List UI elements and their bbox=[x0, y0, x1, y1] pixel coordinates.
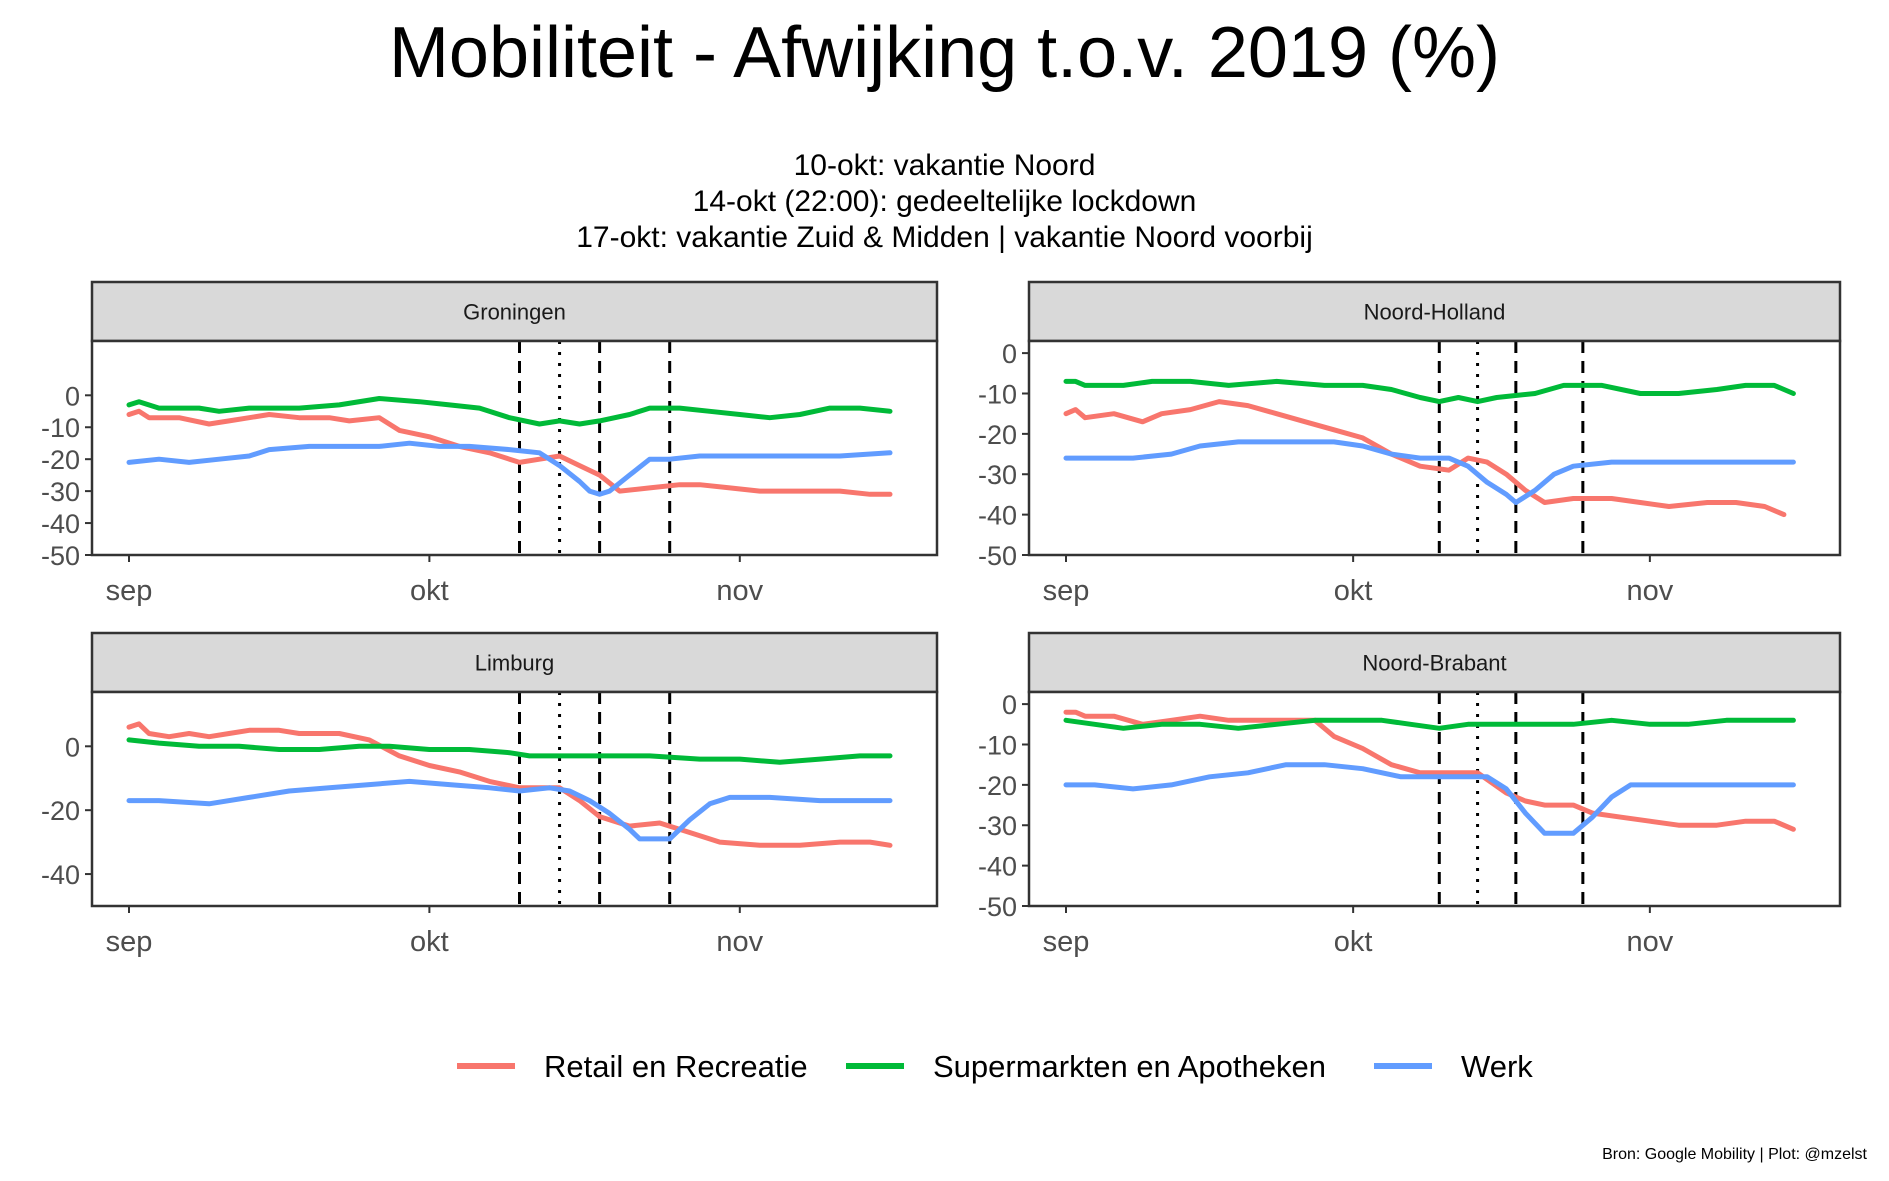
x-tick-label: okt bbox=[410, 926, 449, 958]
facet-label: Limburg bbox=[475, 651, 554, 676]
series-line-retail bbox=[126, 408, 893, 497]
facet-strip bbox=[1027, 631, 1842, 694]
panel-border bbox=[90, 339, 939, 557]
y-tick-label: -40 bbox=[978, 501, 1017, 531]
panel-border bbox=[1027, 690, 1842, 908]
legend-label-retail: Retail en Recreatie bbox=[544, 1049, 808, 1084]
y-tick-label: -30 bbox=[978, 460, 1017, 490]
y-tick-label: -20 bbox=[978, 771, 1017, 801]
series-line-super bbox=[126, 396, 893, 427]
facet-label: Noord-Brabant bbox=[1362, 651, 1506, 676]
y-tick-label: -40 bbox=[978, 852, 1017, 882]
series-line-super bbox=[1063, 717, 1796, 731]
subtitle-line-3: 17-okt: vakantie Zuid & Midden | vakanti… bbox=[576, 221, 1313, 254]
y-tick-label: -30 bbox=[978, 811, 1017, 841]
y-tick-label: -20 bbox=[41, 445, 80, 475]
subtitle-line-2: 14-okt (22:00): gedeeltelijke lockdown bbox=[692, 185, 1197, 218]
y-tick-label: -40 bbox=[41, 509, 80, 539]
series-line-super bbox=[126, 737, 893, 765]
y-tick-label: 0 bbox=[1002, 690, 1017, 720]
y-tick-label: -10 bbox=[978, 730, 1017, 760]
panel-noord-brabant: Noord-Brabant 0 -10 -20 -30 -40 -50 sep okt nov bbox=[978, 631, 1842, 958]
series-line-werk bbox=[1063, 439, 1796, 505]
source-caption: Bron: Google Mobility | Plot: @mzelst bbox=[1602, 1146, 1867, 1163]
y-tick-label: -10 bbox=[41, 413, 80, 443]
x-tick-label: nov bbox=[1626, 575, 1673, 607]
x-tick-label: sep bbox=[106, 926, 153, 958]
y-tick-label: 0 bbox=[65, 381, 80, 411]
y-tick-label: -20 bbox=[41, 796, 80, 826]
series-line-werk bbox=[126, 778, 893, 842]
facet-label: Groningen bbox=[463, 300, 566, 325]
series-line-werk bbox=[1063, 762, 1796, 836]
x-tick-label: nov bbox=[716, 575, 763, 607]
facet-strip bbox=[90, 631, 939, 694]
y-tick-label: -40 bbox=[41, 860, 80, 890]
y-tick-label: 0 bbox=[65, 732, 80, 762]
y-tick-label: -50 bbox=[41, 541, 80, 571]
panel-groningen: Groningen 0-10-20-30-40-50 sep okt nov bbox=[41, 280, 939, 607]
x-tick-label: okt bbox=[1334, 575, 1373, 607]
y-tick-label: -20 bbox=[978, 420, 1017, 450]
series-line-retail bbox=[1063, 399, 1787, 518]
legend-label-super: Supermarkten en Apotheken bbox=[933, 1049, 1326, 1084]
x-tick-label: sep bbox=[106, 575, 153, 607]
y-tick-label: -50 bbox=[978, 892, 1017, 922]
x-tick-label: nov bbox=[716, 926, 763, 958]
series-line-werk bbox=[126, 440, 893, 497]
x-tick-label: sep bbox=[1043, 926, 1090, 958]
series-line-retail bbox=[126, 721, 893, 848]
panel-border bbox=[1027, 339, 1842, 557]
series-line-super bbox=[1063, 378, 1796, 405]
x-tick-label: sep bbox=[1043, 575, 1090, 607]
facet-strip bbox=[90, 280, 939, 343]
y-tick-label: -30 bbox=[41, 477, 80, 507]
x-tick-label: nov bbox=[1626, 926, 1673, 958]
x-tick-label: okt bbox=[1334, 926, 1373, 958]
chart-title: Mobiliteit - Afwijking t.o.v. 2019 (%) bbox=[388, 13, 1501, 93]
x-tick-label: okt bbox=[410, 575, 449, 607]
series-line-retail bbox=[1063, 709, 1796, 832]
panel-noord-holland: Noord-Holland 0 -10 -20 -30 -40 -50 sep okt nov bbox=[978, 280, 1842, 607]
chart-subtitle: 10-okt: vakantie Noord 14-okt (22:00): g… bbox=[0, 148, 1889, 256]
facet-label: Noord-Holland bbox=[1364, 300, 1506, 325]
y-tick-label: -10 bbox=[978, 379, 1017, 409]
y-tick-label: -50 bbox=[978, 541, 1017, 571]
legend-label-werk: Werk bbox=[1461, 1049, 1533, 1084]
panel-limburg: Limburg 0 -20 -40 sep okt nov bbox=[41, 631, 939, 958]
legend: Retail en Recreatie Supermarkten en Apoth… bbox=[457, 1049, 1533, 1084]
panel-background bbox=[1029, 341, 1840, 555]
panel-border bbox=[90, 690, 939, 908]
facet-strip bbox=[1027, 280, 1842, 343]
y-tick-label: 0 bbox=[1002, 339, 1017, 369]
subtitle-line-1: 10-okt: vakantie Noord bbox=[793, 149, 1096, 182]
